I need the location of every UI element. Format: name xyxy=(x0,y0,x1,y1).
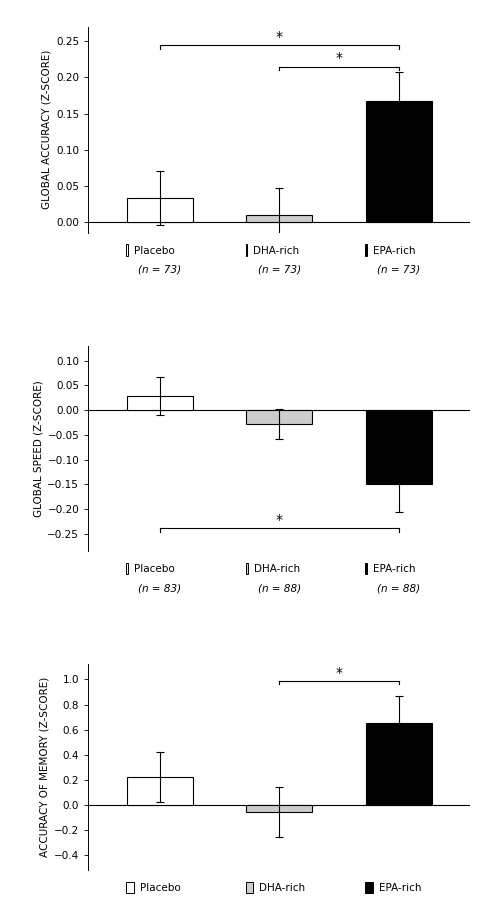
Text: (n = 83): (n = 83) xyxy=(138,583,181,593)
Bar xyxy=(246,563,248,574)
Y-axis label: GLOBAL SPEED (Z-SCORE): GLOBAL SPEED (Z-SCORE) xyxy=(33,380,43,517)
Bar xyxy=(246,410,312,424)
Text: EPA-rich: EPA-rich xyxy=(372,246,415,256)
Bar xyxy=(246,882,253,893)
Text: (n = 73): (n = 73) xyxy=(138,265,181,274)
Text: *: * xyxy=(336,51,343,65)
Text: DHA-rich: DHA-rich xyxy=(254,564,300,574)
Y-axis label: ACCURACY OF MEMORY (Z-SCORE): ACCURACY OF MEMORY (Z-SCORE) xyxy=(40,677,50,858)
Bar xyxy=(366,723,432,805)
Text: EPA-rich: EPA-rich xyxy=(379,884,421,893)
Bar xyxy=(366,882,373,893)
Bar xyxy=(366,244,367,256)
Text: Placebo: Placebo xyxy=(134,246,174,256)
Bar xyxy=(127,778,193,805)
Bar xyxy=(366,410,432,484)
Bar xyxy=(366,101,432,222)
Text: (n = 73): (n = 73) xyxy=(377,265,420,274)
Bar xyxy=(246,805,312,813)
Bar xyxy=(126,244,128,256)
Text: (n = 88): (n = 88) xyxy=(258,583,301,593)
Text: (n = 73): (n = 73) xyxy=(258,265,301,274)
Text: EPA-rich: EPA-rich xyxy=(373,564,416,574)
Bar xyxy=(246,244,247,256)
Bar xyxy=(366,563,367,574)
Bar xyxy=(246,215,312,222)
Text: *: * xyxy=(276,513,283,527)
Text: *: * xyxy=(336,666,343,680)
Y-axis label: GLOBAL ACCURACY (Z-SCORE): GLOBAL ACCURACY (Z-SCORE) xyxy=(42,50,52,209)
Text: Placebo: Placebo xyxy=(134,564,175,574)
Text: (n = 88): (n = 88) xyxy=(377,583,420,593)
Bar xyxy=(126,882,134,893)
Bar xyxy=(127,396,193,410)
Text: DHA-rich: DHA-rich xyxy=(253,246,299,256)
Text: *: * xyxy=(276,30,283,44)
Bar xyxy=(126,563,128,574)
Text: DHA-rich: DHA-rich xyxy=(259,884,305,893)
Text: Placebo: Placebo xyxy=(140,884,181,893)
Bar xyxy=(127,198,193,222)
